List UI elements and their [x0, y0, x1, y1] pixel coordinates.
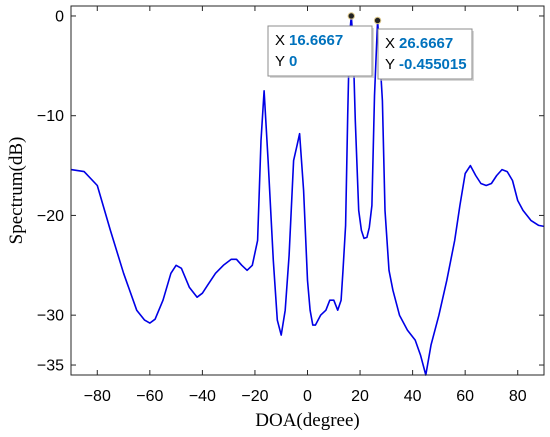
- datatip-background: [377, 28, 473, 80]
- x-tick-label: −20: [241, 388, 268, 405]
- x-tick-label: −40: [189, 388, 216, 405]
- datatip-marker[interactable]: [373, 16, 382, 25]
- datatip-value: 16.6667: [289, 32, 343, 49]
- x-tick-label: −80: [84, 388, 111, 405]
- x-tick-label: 60: [456, 388, 474, 405]
- datatip-value: 26.6667: [399, 35, 453, 52]
- datatip-background: [267, 25, 373, 77]
- x-tick-label: 40: [404, 388, 422, 405]
- datatip-markers: [347, 12, 382, 25]
- y-tick-label: −10: [37, 108, 64, 125]
- y-tick-label: 0: [55, 8, 64, 25]
- datatip-key: X: [385, 35, 395, 52]
- data-line: [70, 15, 545, 376]
- datatip-key: X: [275, 32, 285, 49]
- datatip-value: 0: [289, 53, 297, 70]
- datatip-key: Y: [275, 53, 285, 70]
- x-tick-label: −60: [136, 388, 163, 405]
- datatip-key: Y: [385, 56, 395, 73]
- axis-ticks: −80 −60 −40 −20 0 20 40 60 80 0 −10 −20 −30 −35: [37, 6, 544, 405]
- x-tick-label: 80: [509, 388, 527, 405]
- y-tick-label: −20: [37, 208, 64, 225]
- y-tick-label: −30: [37, 308, 64, 325]
- datatip-value: -0.455015: [399, 56, 467, 73]
- x-tick-label: 0: [303, 388, 312, 405]
- datatip-marker[interactable]: [347, 12, 355, 20]
- x-axis-label: DOA(degree): [255, 410, 359, 431]
- x-tick-label: 20: [351, 388, 369, 405]
- y-tick-label: −35: [37, 358, 64, 375]
- y-axis-label: Spectrum(dB): [6, 137, 27, 245]
